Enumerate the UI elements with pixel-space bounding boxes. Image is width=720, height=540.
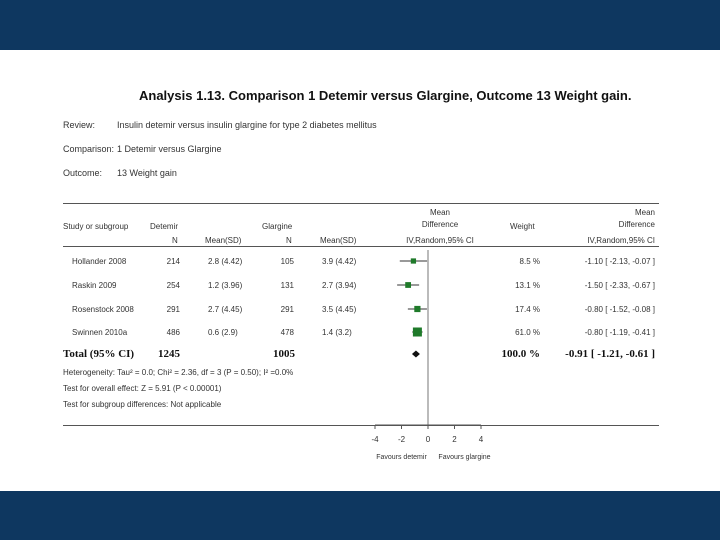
x-tick-label: 0: [426, 435, 431, 444]
study-name: Raskin 2009: [72, 281, 117, 290]
favours-glargine-label: Favours glargine: [438, 454, 490, 461]
x-tick-label: -2: [398, 435, 406, 444]
mean-difference: -1.50 [ -2.33, -0.67 ]: [584, 281, 655, 290]
glargine-mean-sd: 2.7 (3.94): [322, 281, 357, 290]
table-top-rule: [63, 203, 659, 204]
weight: 8.5 %: [519, 257, 540, 266]
outcome-line: Outcome: 13 Weight gain: [63, 168, 177, 178]
weight: 13.1 %: [515, 281, 540, 290]
detemir-mean-sd: 0.6 (2.9): [208, 328, 238, 337]
subgroup-note: Test for subgroup differences: Not appli…: [63, 400, 222, 409]
overall-effect-note: Test for overall effect: Z = 5.91 (P < 0…: [63, 384, 222, 393]
header-md-2: Difference: [618, 220, 655, 229]
mean-difference: -1.10 [ -2.13, -0.07 ]: [584, 257, 655, 266]
x-tick-label: 2: [452, 435, 457, 444]
header-glargine-mean-sd: Mean(SD): [320, 236, 357, 245]
header-study: Study or subgroup: [63, 222, 129, 231]
weight: 61.0 %: [515, 328, 540, 337]
total-diamond: [411, 350, 420, 358]
review-label: Review:: [63, 120, 96, 130]
glargine-n: 478: [280, 328, 294, 337]
outcome-label: Outcome:: [63, 168, 103, 178]
detemir-mean-sd: 2.7 (4.45): [208, 305, 243, 314]
detemir-n: 254: [166, 281, 180, 290]
header-detemir-n: N: [172, 236, 178, 245]
review-value: Insulin detemir versus insulin glargine …: [117, 120, 377, 130]
glargine-n: 291: [280, 305, 294, 314]
favours-detemir-label: Favours detemir: [376, 454, 427, 461]
study-name: Hollander 2008: [72, 257, 127, 266]
mean-difference: -0.80 [ -1.19, -0.41 ]: [584, 328, 655, 337]
total-weight: 100.0 %: [501, 348, 541, 360]
detemir-mean-sd: 1.2 (3.96): [208, 281, 243, 290]
detemir-mean-sd: 2.8 (4.42): [208, 257, 243, 266]
glargine-n: 105: [280, 257, 294, 266]
total-mean-difference: -0.91 [ -1.21, -0.61 ]: [565, 348, 655, 360]
glargine-mean-sd: 3.9 (4.42): [322, 257, 357, 266]
header-glargine-n: N: [286, 236, 292, 245]
comparison-value: 1 Detemir versus Glargine: [117, 144, 222, 154]
table-bottom-rule: [63, 425, 659, 426]
header-weight: Weight: [510, 222, 535, 231]
glargine-mean-sd: 3.5 (4.45): [322, 305, 357, 314]
header-plot-md-2: Difference: [421, 220, 459, 229]
study-point-marker: [405, 282, 412, 288]
total-label: Total (95% CI): [63, 348, 135, 360]
top-band: [0, 0, 720, 50]
study-point-marker: [412, 327, 422, 337]
comparison-label: Comparison:: [63, 144, 115, 154]
x-tick-label: -4: [371, 435, 379, 444]
header-plot-md-3: IV,Random,95% CI: [406, 236, 474, 245]
weight: 17.4 %: [515, 305, 540, 314]
detemir-n: 291: [166, 305, 180, 314]
total-glargine-n: 1005: [273, 348, 295, 360]
glargine-mean-sd: 1.4 (3.2): [322, 328, 352, 337]
header-plot-md-1: Mean: [429, 208, 450, 217]
header-glargine: Glargine: [262, 222, 293, 231]
comparison-line: Comparison: 1 Detemir versus Glargine: [63, 144, 222, 154]
total-detemir-n: 1245: [158, 348, 180, 360]
analysis-title: Analysis 1.13. Comparison 1 Detemir vers…: [139, 88, 632, 103]
detemir-n: 214: [166, 257, 180, 266]
outcome-value: 13 Weight gain: [117, 168, 177, 178]
header-md-1: Mean: [634, 208, 655, 217]
x-tick-label: 4: [479, 435, 484, 444]
study-name: Rosenstock 2008: [72, 305, 134, 314]
heterogeneity-note: Heterogeneity: Tau² = 0.0; Chi² = 2.36, …: [63, 368, 294, 377]
header-md-3: IV,Random,95% CI: [587, 236, 655, 245]
header-detemir-mean-sd: Mean(SD): [205, 236, 242, 245]
review-line: Review: Insulin detemir versus insulin gl…: [63, 120, 377, 130]
mean-difference: -0.80 [ -1.52, -0.08 ]: [584, 305, 655, 314]
header-detemir: Detemir: [150, 222, 179, 231]
study-point-marker: [414, 305, 421, 313]
bottom-band: [0, 491, 720, 540]
study-name: Swinnen 2010a: [72, 328, 128, 337]
header-bottom-rule: [63, 246, 659, 247]
detemir-n: 486: [166, 328, 180, 337]
glargine-n: 131: [280, 281, 294, 290]
study-point-marker: [410, 258, 417, 264]
